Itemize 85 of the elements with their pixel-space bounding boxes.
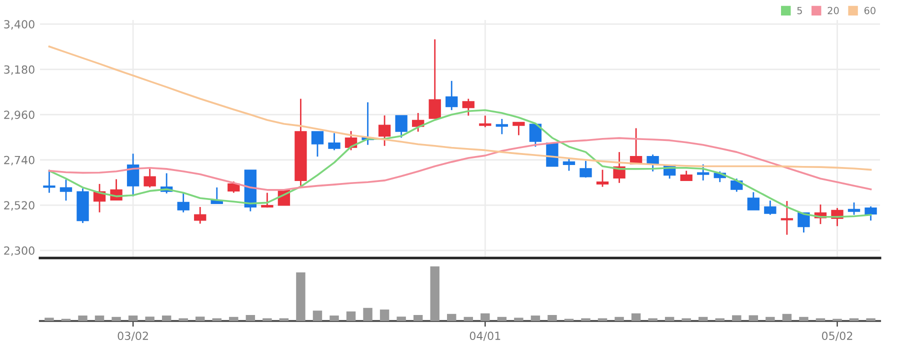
bar	[480, 313, 490, 321]
bar	[363, 308, 372, 321]
bar	[162, 316, 172, 321]
bar	[330, 316, 339, 321]
bar	[128, 316, 138, 321]
y-tick-label: 2,300	[4, 246, 34, 256]
legend-label: 5	[797, 7, 802, 14]
candlestick	[730, 178, 743, 192]
candlestick	[580, 160, 592, 178]
bar	[430, 266, 440, 321]
x-tick-label: 03/02	[118, 332, 148, 341]
bar	[648, 318, 658, 321]
y-tick-label: 2,960	[4, 110, 34, 120]
bar	[312, 310, 322, 321]
bar	[581, 318, 590, 321]
bar	[296, 272, 306, 321]
candlestick	[798, 212, 810, 234]
bar	[866, 318, 876, 321]
legend-label: 20	[828, 6, 839, 14]
candlestick	[747, 191, 760, 211]
bar	[246, 314, 256, 321]
candlestick	[177, 191, 190, 214]
bar	[229, 316, 238, 321]
legend-label: 60	[864, 6, 876, 14]
bar	[548, 314, 557, 321]
candlestick	[596, 169, 609, 188]
candlestick	[378, 114, 391, 147]
candlestick	[680, 170, 692, 182]
bar	[464, 316, 473, 321]
bar	[514, 318, 524, 321]
y-tick-label: 3,400	[4, 20, 34, 30]
bar	[799, 316, 808, 321]
y-tick-label: 3,180	[4, 65, 34, 75]
bar	[380, 310, 390, 321]
candlestick	[328, 132, 340, 151]
bar	[196, 316, 205, 321]
candlestick	[529, 124, 542, 148]
bar	[782, 314, 792, 321]
bar	[145, 316, 154, 321]
candlestick	[395, 114, 408, 138]
bar	[112, 316, 121, 321]
x-tick-label: 05/02	[822, 332, 852, 341]
candlestick	[496, 118, 508, 135]
candlestick	[228, 180, 240, 194]
candlestick	[764, 200, 776, 216]
x-tick-label: 04/01	[470, 332, 500, 341]
bar	[78, 316, 88, 321]
line-series	[48, 137, 872, 191]
bar	[94, 316, 104, 321]
bar	[346, 311, 356, 321]
bar	[44, 318, 54, 321]
candlestick	[428, 38, 441, 120]
candlestick	[43, 169, 56, 194]
candlestick	[512, 122, 525, 136]
candlestick	[446, 80, 458, 111]
candlestick	[479, 114, 492, 128]
candlestick	[780, 200, 794, 236]
bar	[497, 316, 507, 321]
candlestick	[848, 202, 860, 216]
bar	[682, 318, 691, 321]
bar	[732, 315, 742, 321]
y-tick-label: 2,520	[4, 201, 34, 211]
bar	[413, 314, 423, 321]
candlestick	[462, 98, 474, 116]
bar	[748, 315, 758, 321]
bar	[262, 318, 272, 321]
candlestick	[194, 206, 206, 224]
bar	[766, 316, 775, 321]
bar	[530, 316, 540, 321]
bar	[698, 316, 708, 321]
bar	[614, 316, 624, 321]
candlestick	[60, 178, 72, 202]
candlestick	[261, 192, 274, 208]
bar	[178, 318, 188, 321]
y-tick-label: 2,740	[4, 156, 34, 166]
candlestick	[311, 131, 324, 158]
bar	[447, 314, 456, 321]
bar	[631, 313, 641, 321]
bar	[664, 316, 674, 321]
candlestick	[562, 157, 576, 172]
candlestick	[697, 164, 710, 182]
candlestick	[144, 168, 156, 188]
candlestick	[126, 153, 140, 197]
bar	[396, 316, 406, 321]
candlestick	[864, 206, 877, 222]
